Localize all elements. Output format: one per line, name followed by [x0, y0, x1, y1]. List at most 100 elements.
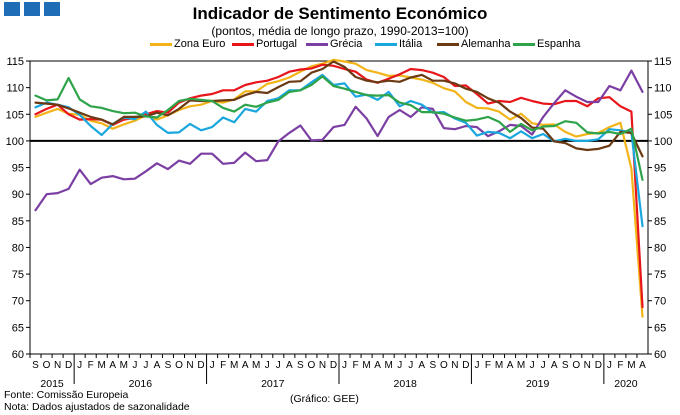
chart-title: Indicador de Sentimento Económico — [192, 4, 488, 23]
month-label: D — [65, 360, 72, 371]
series-line-espanha — [34, 75, 644, 181]
month-label: J — [132, 360, 137, 371]
y-tick-label-right: 65 — [654, 322, 666, 334]
month-label: N — [186, 360, 193, 371]
month-label: M — [120, 360, 128, 371]
y-tick-label-left: 80 — [12, 242, 24, 254]
month-label: A — [507, 360, 514, 371]
legend-swatch — [375, 43, 397, 46]
legend-label: Grécia — [330, 38, 363, 50]
y-tick-label-left: 110 — [6, 83, 24, 95]
month-label: A — [418, 360, 425, 371]
month-label: D — [595, 360, 602, 371]
y-tick-label-left: 65 — [12, 322, 24, 334]
year-label: 2020 — [614, 378, 638, 390]
month-label: M — [384, 360, 392, 371]
month-label: A — [374, 360, 381, 371]
month-label: S — [297, 360, 304, 371]
month-label: O — [572, 360, 580, 371]
month-label: M — [517, 360, 525, 371]
y-tick-label-left: 95 — [12, 163, 24, 175]
month-label: O — [43, 360, 51, 371]
month-label: J — [530, 360, 535, 371]
adjustment-note: Nota: Dados ajustados de sazonalidade — [4, 401, 190, 413]
y-tick-label-left: 75 — [12, 269, 24, 281]
month-label: S — [165, 360, 172, 371]
month-label: M — [230, 360, 238, 371]
legend-label: Alemanha — [461, 38, 511, 50]
year-label: 2017 — [261, 378, 285, 390]
year-label: 2018 — [394, 378, 418, 390]
series-line-zona-euro — [34, 58, 644, 318]
y-tick-label-left: 60 — [12, 349, 24, 361]
chart-subtitle: (pontos, média de longo prazo, 1990-2013… — [211, 24, 469, 38]
month-label: J — [210, 360, 215, 371]
month-label: O — [440, 360, 448, 371]
legend-label: Portugal — [256, 38, 297, 50]
month-label: F — [485, 360, 491, 371]
y-tick-label-left: 85 — [12, 216, 24, 228]
month-label: M — [362, 360, 370, 371]
y-tick-label-left: 115 — [6, 56, 24, 68]
chart-credit: (Gráfico: GEE) — [290, 393, 359, 405]
month-label: S — [429, 360, 436, 371]
legend-label: Espanha — [537, 38, 581, 50]
month-label: M — [627, 360, 635, 371]
month-label: D — [462, 360, 469, 371]
month-label: J — [265, 360, 270, 371]
logo — [4, 2, 60, 16]
month-label: J — [541, 360, 546, 371]
month-label: J — [143, 360, 148, 371]
series-line-alemanha — [34, 60, 644, 158]
month-label: F — [220, 360, 226, 371]
y-tick-label-left: 90 — [12, 189, 24, 201]
month-label: J — [397, 360, 402, 371]
month-label: N — [451, 360, 458, 371]
y-tick-label-right: 110 — [654, 83, 672, 95]
month-label: D — [330, 360, 337, 371]
month-label: F — [617, 360, 623, 371]
month-label: S — [32, 360, 39, 371]
month-label: M — [252, 360, 260, 371]
month-label: A — [109, 360, 116, 371]
y-tick-label-left: 70 — [12, 296, 24, 308]
y-tick-label-left: 100 — [6, 136, 24, 148]
y-tick-label-right: 90 — [654, 189, 666, 201]
month-label: M — [98, 360, 106, 371]
month-label: O — [308, 360, 316, 371]
month-label: J — [342, 360, 347, 371]
month-label: A — [286, 360, 293, 371]
year-label: 2015 — [40, 378, 64, 390]
chart-legend: Zona Euro Portugal Grécia Itália Alemanha Esp… — [0, 38, 680, 50]
month-label: N — [584, 360, 591, 371]
legend-swatch — [232, 43, 254, 46]
month-label: A — [639, 360, 646, 371]
legend-swatch — [437, 43, 459, 46]
y-tick-label-right: 100 — [654, 136, 672, 148]
month-label: J — [607, 360, 612, 371]
month-label: N — [319, 360, 326, 371]
y-tick-label-right: 115 — [654, 56, 672, 68]
y-tick-label-right: 95 — [654, 163, 666, 175]
y-tick-label-right: 80 — [654, 242, 666, 254]
y-tick-label-right: 70 — [654, 296, 666, 308]
year-label: 2016 — [129, 378, 153, 390]
y-tick-label-left: 105 — [6, 109, 24, 121]
series-line-portugal — [34, 63, 644, 309]
month-label: J — [408, 360, 413, 371]
y-tick-label-right: 75 — [654, 269, 666, 281]
y-tick-label-right: 60 — [654, 349, 666, 361]
legend-label: Zona Euro — [174, 38, 226, 50]
legend-swatch — [513, 43, 535, 46]
month-label: A — [154, 360, 161, 371]
month-label: S — [562, 360, 569, 371]
y-tick-label-right: 85 — [654, 216, 666, 228]
month-label: A — [242, 360, 249, 371]
year-label: 2019 — [526, 378, 550, 390]
series-line-italia — [34, 73, 644, 228]
month-label: D — [197, 360, 204, 371]
legend-label: Itália — [399, 38, 423, 50]
source-note: Fonte: Comissão Europeia — [4, 389, 129, 401]
month-label: O — [175, 360, 183, 371]
